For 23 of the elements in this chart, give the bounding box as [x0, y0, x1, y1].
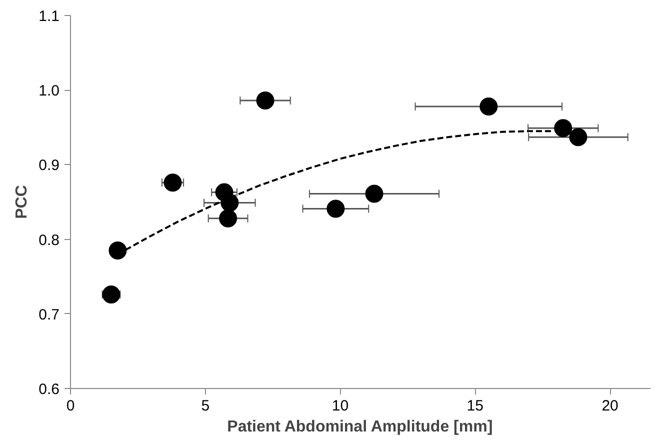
- y-tick-label: 0.7: [38, 306, 60, 324]
- y-tick-label: 1.0: [38, 82, 60, 100]
- x-tick-label: 10: [332, 398, 349, 414]
- point: [256, 92, 274, 110]
- y-axis-title: PCC: [14, 184, 31, 219]
- point: [108, 242, 127, 260]
- point: [164, 174, 182, 192]
- point: [569, 128, 588, 146]
- y-tick-label: 0.8: [38, 232, 60, 249]
- x-tick-label: 5: [201, 398, 210, 414]
- x-tick-label: 0: [66, 398, 75, 414]
- point: [365, 184, 384, 203]
- y-tick-label: 0.6: [38, 381, 60, 398]
- point: [102, 286, 120, 304]
- x-axis-title: Patient Abdominal Amplitude [mm]: [227, 418, 493, 436]
- x-tick-label: 20: [602, 398, 618, 414]
- point: [480, 98, 498, 116]
- y-tick-label: 1.1: [38, 8, 60, 25]
- point: [219, 209, 238, 228]
- x-tick-label: 15: [466, 398, 484, 414]
- point: [554, 119, 572, 138]
- point: [326, 200, 345, 218]
- y-tick-label: 0.9: [38, 157, 60, 174]
